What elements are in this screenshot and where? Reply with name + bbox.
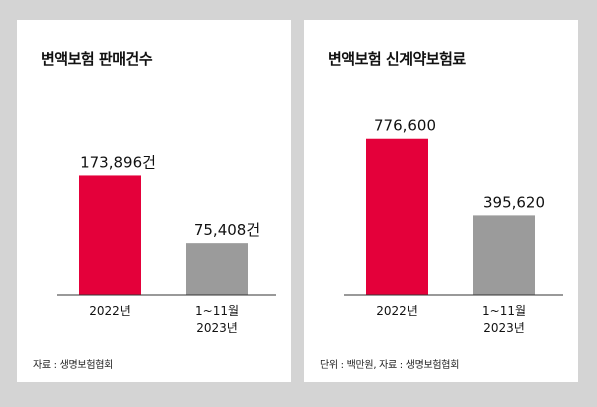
bar-0 — [366, 138, 428, 295]
category-label-1-0: 1~11월 — [195, 304, 239, 318]
bar-0 — [79, 175, 141, 295]
value-label-1: 75,408건 — [194, 221, 260, 239]
bar-chart-new-premium: 776,600 2022년 395,620 1~11월 2023년 — [344, 117, 563, 335]
value-label-0: 776,600 — [374, 117, 436, 135]
chart-panel-sales-count: 변액보험 판매건수 173,896건 2022년 75,408건 1~11월 2023년… — [17, 20, 291, 382]
value-label-0: 173,896건 — [80, 153, 156, 171]
category-label-0-0: 2022년 — [89, 304, 131, 318]
bar-chart-sales-count: 173,896건 2022년 75,408건 1~11월 2023년 — [57, 153, 276, 335]
category-label-1-1: 2023년 — [483, 321, 525, 335]
source-note: 자료 : 생명보험협회 — [33, 360, 114, 371]
chart-title: 변액보험 신계약보험료 — [328, 50, 466, 68]
category-label-1-1: 2023년 — [196, 321, 238, 335]
chart-title: 변액보험 판매건수 — [41, 50, 153, 68]
source-note: 단위 : 백만원, 자료 : 생명보험협회 — [320, 360, 460, 371]
bar-1 — [473, 215, 535, 295]
value-label-1: 395,620 — [483, 193, 545, 211]
category-label-1-0: 1~11월 — [482, 304, 526, 318]
chart-panel-new-premium: 변액보험 신계약보험료 776,600 2022년 395,620 1~11월 2023… — [304, 20, 578, 382]
category-label-0-0: 2022년 — [376, 304, 418, 318]
bar-1 — [186, 243, 248, 295]
